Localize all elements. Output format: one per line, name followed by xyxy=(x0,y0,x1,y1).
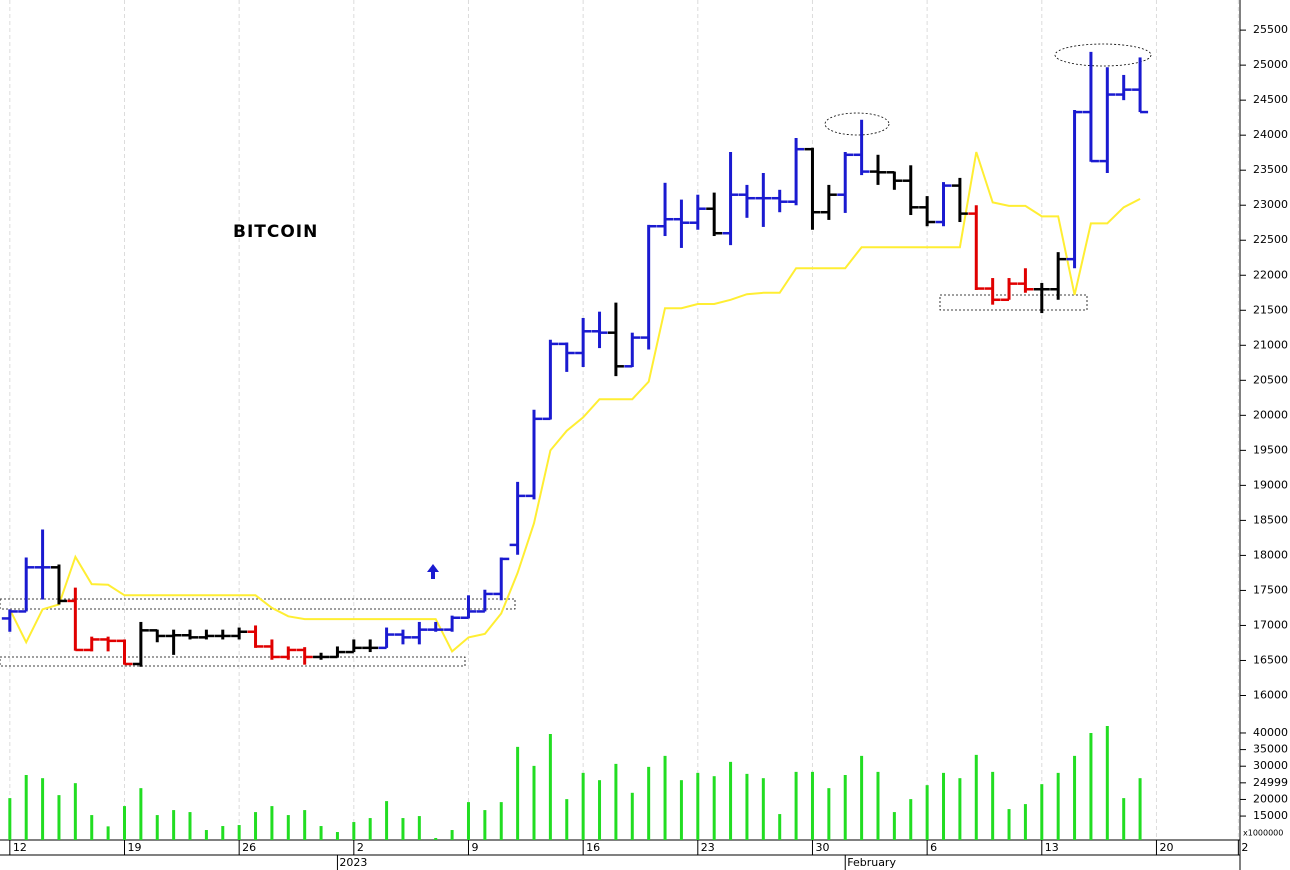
y-tick-label: 22000 xyxy=(1253,268,1288,281)
y-tick-label: 19500 xyxy=(1253,443,1288,456)
x-tick-label: 30 xyxy=(815,841,829,854)
x-tick-label: 2 xyxy=(357,841,364,854)
range-box xyxy=(0,656,466,667)
grid xyxy=(9,0,1239,840)
trend-line xyxy=(8,151,1141,653)
y-tick-label: 20000 xyxy=(1253,408,1288,421)
y-tick-label: 16000 xyxy=(1253,688,1288,701)
volume-tick-label: 35000 xyxy=(1253,743,1288,756)
x-tick-label: 13 xyxy=(1045,841,1059,854)
x-tick-label: 19 xyxy=(127,841,141,854)
y-tick-label: 19000 xyxy=(1253,478,1288,491)
volume-tick-label: 15000 xyxy=(1253,809,1288,822)
volume-tick-label: 40000 xyxy=(1253,726,1288,739)
x-tick-label: 2 xyxy=(1241,841,1248,854)
x-tick-label: 12 xyxy=(13,841,27,854)
y-tick-label: 21500 xyxy=(1253,303,1288,316)
period-label: February xyxy=(847,856,896,869)
volume-tick-label: 30000 xyxy=(1253,759,1288,772)
x-tick-label: 16 xyxy=(586,841,600,854)
annotations xyxy=(0,43,1152,667)
range-box xyxy=(0,598,516,610)
x-tick-label: 26 xyxy=(242,841,256,854)
range-box xyxy=(939,294,1088,311)
volume-tick-label: 24999 xyxy=(1253,776,1288,789)
x-tick-label: 20 xyxy=(1159,841,1173,854)
y-tick-label: 24500 xyxy=(1253,93,1288,106)
chart-title: BITCOIN xyxy=(233,222,318,242)
y-tick-label: 16500 xyxy=(1253,653,1288,666)
period-label: 2023 xyxy=(339,856,367,869)
x-tick-label: 9 xyxy=(471,841,478,854)
y-tick-label: 22500 xyxy=(1253,233,1288,246)
volume-tick-label: 20000 xyxy=(1253,792,1288,805)
signal-arrow xyxy=(427,564,439,579)
y-tick-label: 25000 xyxy=(1253,58,1288,71)
y-tick-label: 23000 xyxy=(1253,198,1288,211)
y-tick-label: 21000 xyxy=(1253,338,1288,351)
y-tick-label: 23500 xyxy=(1253,163,1288,176)
x-tick-label: 23 xyxy=(701,841,715,854)
y-tick-label: 20500 xyxy=(1253,373,1288,386)
x-tick-label: 6 xyxy=(930,841,937,854)
volume-unit: x1000000 xyxy=(1243,829,1283,838)
y-tick-label: 18500 xyxy=(1253,513,1288,526)
y-tick-label: 25500 xyxy=(1253,23,1288,36)
y-tick-label: 24000 xyxy=(1253,128,1288,141)
y-tick-label: 17500 xyxy=(1253,583,1288,596)
peak-ellipse xyxy=(824,112,890,136)
y-tick-label: 18000 xyxy=(1253,548,1288,561)
y-tick-label: 17000 xyxy=(1253,618,1288,631)
peak-ellipse xyxy=(1054,43,1152,67)
